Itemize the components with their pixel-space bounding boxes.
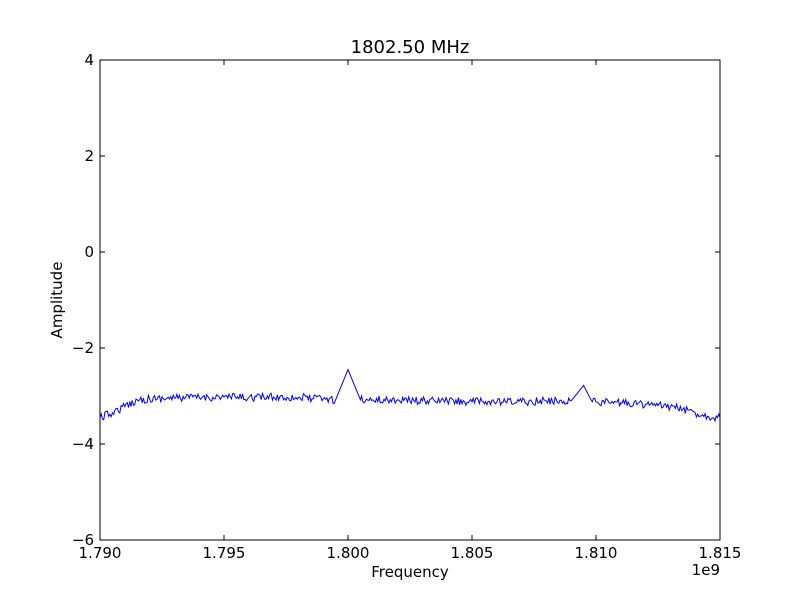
y-tick-label: −6: [72, 531, 94, 549]
y-tick-label: 0: [84, 243, 94, 261]
y-tick-label: 4: [84, 51, 94, 69]
x-tick-label: 1.790: [79, 544, 122, 562]
x-tick-label: 1.815: [699, 544, 742, 562]
y-tick-label: −4: [72, 435, 94, 453]
chart-title: 1802.50 MHz: [351, 37, 470, 58]
x-tick-label: 1.800: [327, 544, 370, 562]
spectrum-line: [99, 368, 721, 423]
x-axis-ticks: 1.790 1.795 1.800 1.805 1.810 1.815: [79, 60, 742, 562]
y-axis-label: Amplitude: [48, 262, 66, 339]
y-tick-label: −2: [72, 339, 94, 357]
x-axis-label: Frequency: [371, 563, 449, 581]
x-tick-label: 1.795: [203, 544, 246, 562]
x-tick-label: 1.805: [451, 544, 494, 562]
plot-area: [99, 368, 721, 423]
axes-frame: [99, 59, 721, 541]
x-tick-label: 1.810: [575, 544, 618, 562]
y-tick-label: 2: [84, 147, 94, 165]
x-axis-offset-label: 1e9: [692, 561, 720, 579]
